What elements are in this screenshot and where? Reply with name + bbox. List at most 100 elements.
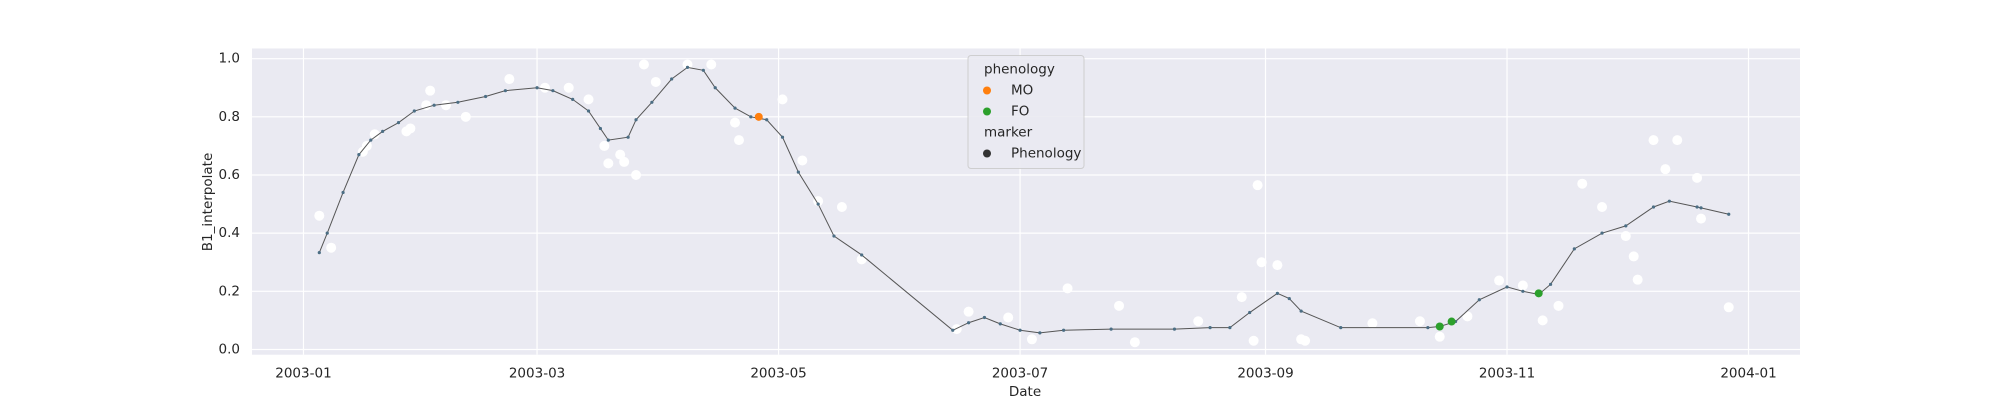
y-tick-label: 0.6 (219, 167, 240, 183)
line-point (456, 100, 460, 104)
observation-point (1367, 318, 1378, 329)
legend-subtitle: marker (984, 125, 1033, 141)
line-point (1695, 205, 1699, 209)
line-point (670, 77, 674, 81)
phenology-point (1435, 322, 1444, 331)
observation-point (1193, 316, 1204, 327)
observation-point (326, 242, 337, 253)
observation-point (314, 210, 325, 221)
observation-point (1696, 213, 1707, 224)
observation-point (1632, 274, 1643, 285)
observation-point (1660, 164, 1671, 175)
line-point (1426, 326, 1430, 330)
line-point (1548, 282, 1553, 286)
line-point (341, 190, 345, 195)
observation-point (1648, 135, 1659, 146)
line-point (780, 135, 785, 139)
observation-point (1300, 335, 1311, 346)
line-point (503, 89, 507, 93)
line-point (860, 253, 864, 257)
observation-point (1553, 300, 1564, 311)
line-point (1038, 331, 1042, 335)
observation-point (631, 169, 642, 180)
line-point (551, 89, 555, 93)
line-point (713, 86, 717, 90)
y-tick-label: 0.2 (219, 283, 240, 299)
observation-point (1248, 335, 1259, 346)
legend-marker (983, 86, 991, 95)
line-point (634, 118, 638, 122)
line-point (701, 68, 705, 72)
legend-box (967, 55, 1085, 169)
observation-point (650, 76, 661, 87)
line-point (1572, 247, 1576, 251)
line-point (1727, 212, 1731, 216)
legend-label: MO (1011, 83, 1033, 99)
line-point (1228, 326, 1232, 330)
observation-point (1003, 312, 1014, 323)
observation-point (1414, 316, 1425, 327)
observation-point (1597, 201, 1608, 212)
line-point (1299, 309, 1303, 313)
x-tick-label: 2003-11 (1479, 366, 1535, 382)
observation-point (1114, 300, 1125, 311)
x-tick-label: 2003-05 (750, 366, 806, 382)
observation-point (1672, 135, 1683, 146)
legend-marker (983, 149, 991, 158)
observation-point (813, 196, 824, 207)
observation-point (682, 59, 693, 70)
line-point (626, 135, 630, 139)
x-tick-label: 2003-07 (992, 366, 1048, 382)
line-point (650, 100, 654, 104)
phenology-point (1447, 317, 1456, 326)
line-point (369, 138, 373, 142)
line-point (982, 315, 987, 320)
observation-point (539, 82, 550, 93)
observation-point (1062, 283, 1073, 294)
observation-point (730, 117, 741, 128)
observation-point (1129, 337, 1140, 348)
observation-point (836, 201, 847, 212)
line-point (1600, 231, 1604, 235)
line-point (733, 106, 737, 110)
line-point (1505, 285, 1509, 289)
line-point (1018, 328, 1022, 332)
legend-title: phenology (984, 62, 1055, 78)
line-point (765, 118, 769, 122)
line-point (325, 231, 329, 235)
observation-point (777, 94, 788, 105)
observation-point (563, 82, 574, 93)
line-point (1208, 326, 1212, 330)
line-point (357, 153, 361, 157)
x-tick-label: 2003-03 (509, 366, 565, 382)
phenology-point (1534, 289, 1543, 298)
observation-point (1494, 275, 1505, 286)
observation-point (369, 129, 380, 140)
observation-point (440, 100, 451, 111)
x-tick-label: 2003-09 (1237, 366, 1293, 382)
line-point (966, 321, 971, 325)
line-point (749, 115, 753, 119)
line-point (432, 103, 436, 107)
line-point (998, 322, 1002, 326)
observation-point (1252, 180, 1263, 191)
line-point (1172, 327, 1177, 331)
observation-point (504, 74, 515, 85)
line-point (1339, 326, 1343, 330)
legend-marker (983, 107, 991, 116)
line-point (1109, 327, 1113, 331)
x-tick-label: 2003-01 (275, 366, 331, 382)
line-point (1651, 205, 1656, 209)
line-point (1275, 291, 1280, 295)
line-point (1062, 328, 1066, 332)
line-point (598, 126, 602, 131)
line-point (571, 97, 575, 101)
line-point (317, 251, 321, 255)
observation-point (1692, 172, 1703, 183)
y-tick-label: 0.0 (219, 341, 240, 357)
line-point (412, 109, 416, 113)
observation-point (405, 123, 416, 134)
observation-point (733, 135, 744, 146)
observation-point (421, 100, 432, 111)
